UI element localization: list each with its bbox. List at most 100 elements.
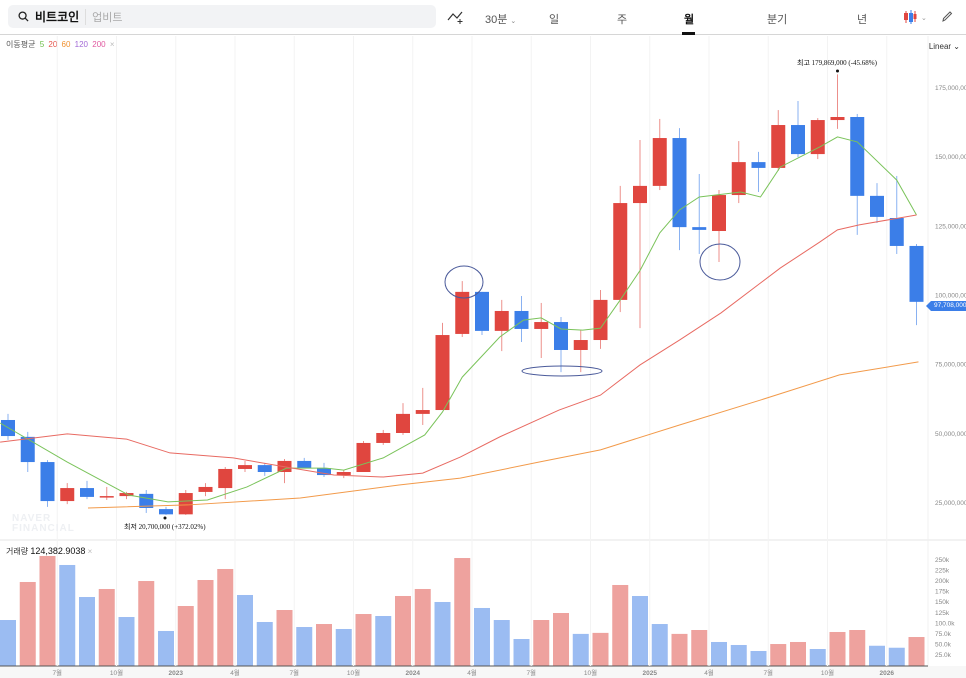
volume-bar xyxy=(434,601,451,666)
candle-up xyxy=(356,442,371,473)
x-axis-band xyxy=(0,666,966,678)
volume-bar xyxy=(177,605,194,666)
search-icon xyxy=(18,11,29,22)
candle-down xyxy=(751,162,766,168)
candle-up xyxy=(238,465,252,469)
volume-bar xyxy=(118,617,135,666)
volume-bar xyxy=(829,631,846,666)
volume-bar xyxy=(809,648,826,666)
moving-average-legend[interactable]: 이동평균 5 20 60 120 200 × xyxy=(6,39,117,50)
volume-bar xyxy=(19,581,36,666)
x-tick-label: 2024 xyxy=(406,670,421,677)
x-tick-label: 4월 xyxy=(704,668,714,677)
candle-down xyxy=(20,436,35,463)
indicator-add-icon[interactable] xyxy=(447,10,465,24)
candle-down xyxy=(889,217,904,246)
volume-bar xyxy=(296,627,313,666)
legend-label: 이동평균 xyxy=(6,40,36,49)
candle-up xyxy=(396,413,410,433)
ma20-line xyxy=(0,214,917,478)
search-input[interactable]: 비트코인 업비트 xyxy=(8,5,436,28)
volume-bar xyxy=(395,595,411,666)
candle-down xyxy=(672,138,687,228)
interval-value: 30분 xyxy=(485,14,508,26)
candle-down xyxy=(870,195,884,217)
scale-mode-dropdown[interactable]: Linear ⌄ xyxy=(928,42,960,51)
x-tick-label: 7월 xyxy=(52,668,62,677)
volume-bar xyxy=(197,580,214,666)
volume-bar xyxy=(572,633,589,666)
close-icon[interactable]: × xyxy=(109,40,115,49)
volume-bar xyxy=(414,588,431,666)
candle-down xyxy=(159,509,173,515)
candle-up xyxy=(830,117,845,121)
volume-bar xyxy=(79,597,95,666)
pencil-icon[interactable] xyxy=(941,10,953,23)
volume-tick-label: 25.0k xyxy=(935,652,952,659)
volume-bar xyxy=(908,637,925,666)
interval-dropdown[interactable]: 30분 ⌄ xyxy=(485,11,516,27)
tab-week[interactable]: 주 xyxy=(617,14,628,26)
ma60-line xyxy=(87,361,919,509)
x-tick-label: 7월 xyxy=(763,668,773,677)
volume-tick-label: 225k xyxy=(935,568,950,575)
volume-tick-label: 125k xyxy=(935,610,950,617)
volume-bar xyxy=(158,630,174,666)
y-tick-label: 100,000,000 xyxy=(935,292,966,299)
volume-bar xyxy=(553,613,569,666)
close-icon[interactable]: × xyxy=(87,547,93,556)
last-price-tag: 97,708,000 xyxy=(926,301,966,311)
tab-day[interactable]: 일 xyxy=(549,14,560,26)
candle-down xyxy=(297,460,312,469)
volume-bar xyxy=(513,638,530,666)
volume-bar xyxy=(790,641,806,666)
volume-bar xyxy=(316,624,332,666)
x-tick-label: 10월 xyxy=(347,668,360,677)
candle-down xyxy=(850,117,865,196)
volume-tick-label: 50.0k xyxy=(935,641,952,648)
tab-year[interactable]: 년 xyxy=(857,14,868,26)
volume-bar xyxy=(750,650,767,666)
volume-bar xyxy=(237,594,253,666)
candle-up xyxy=(415,410,430,414)
x-tick-label: 2023 xyxy=(169,670,184,677)
x-tick-label: 4월 xyxy=(467,668,477,677)
volume-bar xyxy=(355,614,372,666)
x-tick-label: 2026 xyxy=(880,670,895,677)
volume-bar xyxy=(612,584,629,666)
ma60-label: 60 xyxy=(61,40,71,49)
volume-bar xyxy=(671,633,688,666)
volume-tick-label: 150k xyxy=(935,599,950,606)
x-tick-label: 7월 xyxy=(289,668,299,677)
volume-bar xyxy=(651,624,668,666)
low-annotation: 최저 20,700,000 (+372.02%) xyxy=(124,523,206,531)
candle-up xyxy=(494,310,509,331)
x-tick-label: 10월 xyxy=(821,668,834,677)
candle-up xyxy=(455,291,470,334)
candle-type-icon[interactable]: ⌄ xyxy=(903,10,929,24)
volume-bar xyxy=(256,621,273,666)
candle-up xyxy=(99,496,114,498)
candle-up xyxy=(336,472,351,476)
annotation-circle xyxy=(444,265,484,299)
tab-quarter[interactable]: 분기 xyxy=(767,14,788,26)
candle-up xyxy=(613,203,628,300)
volume-bar xyxy=(375,615,392,666)
y-tick-label: 150,000,000 xyxy=(935,154,966,161)
volume-bar xyxy=(711,641,727,666)
volume-bar xyxy=(849,630,866,666)
y-tick-label: 75,000,000 xyxy=(935,362,966,369)
candle-up xyxy=(119,493,134,497)
candle-down xyxy=(692,227,707,230)
watermark-logo: NAVER FINANCIAL xyxy=(12,513,75,534)
volume-bar xyxy=(0,620,16,666)
volume-bar xyxy=(691,630,708,666)
exchange-label: 업비트 xyxy=(85,8,123,25)
ma120-label: 120 xyxy=(74,40,89,49)
volume-bar xyxy=(888,647,905,666)
tab-month[interactable]: 월 xyxy=(684,14,695,26)
volume-bar xyxy=(217,568,234,666)
volume-bar xyxy=(335,628,352,666)
svg-text:⌄: ⌄ xyxy=(921,15,927,22)
